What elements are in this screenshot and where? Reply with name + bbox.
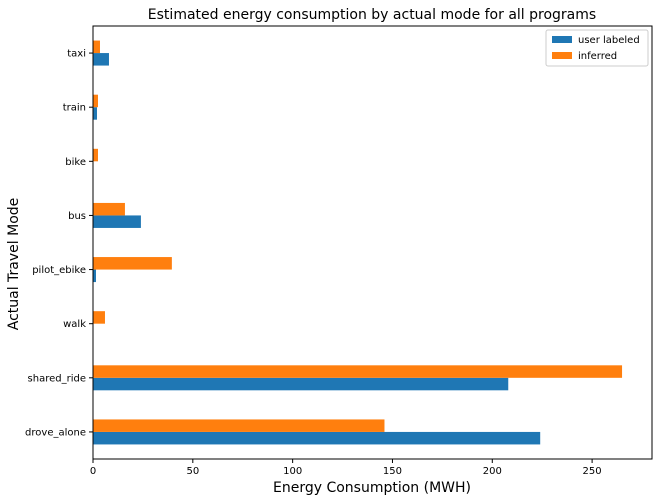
bar-pilot_ebike-inferred bbox=[93, 257, 172, 270]
bar-walk-inferred bbox=[93, 311, 105, 324]
bar-bike-inferred bbox=[93, 148, 98, 162]
bar-shared_ride-inferred bbox=[93, 365, 623, 378]
legend-label-inferred: inferred bbox=[578, 51, 617, 62]
legend-label-user-labeled: user labeled bbox=[578, 35, 640, 46]
legend-swatch-inferred bbox=[552, 52, 572, 59]
legend-swatch-user-labeled bbox=[552, 36, 572, 43]
plot-frame bbox=[92, 25, 653, 460]
plot-area: drove_alone shared_ride walk pilot_ebike bus… bbox=[25, 40, 623, 477]
y-tick-label-bike: bike bbox=[65, 157, 86, 168]
y-tick-label-pilot_ebike: pilot_ebike bbox=[32, 265, 86, 276]
x-axis-label: Energy Consumption (MWH) bbox=[273, 480, 471, 496]
bar-taxi-user-labeled bbox=[93, 53, 109, 66]
y-tick-label-shared_ride: shared_ride bbox=[28, 373, 86, 384]
bar-bus-inferred bbox=[93, 202, 125, 216]
y-tick-label-walk: walk bbox=[63, 319, 86, 330]
y-tick-label-drove_alone: drove_alone bbox=[25, 427, 86, 438]
chart-title: Estimated energy consumption by actual m… bbox=[148, 7, 596, 23]
bar-pilot_ebike-user-labeled bbox=[93, 269, 96, 283]
y-tick-label-taxi: taxi bbox=[67, 49, 86, 60]
bar-train-user-labeled bbox=[93, 107, 97, 120]
y-axis-label: Actual Travel Mode bbox=[6, 198, 22, 331]
x-tick-label-0: 0 bbox=[90, 466, 96, 477]
y-tick-label-bus: bus bbox=[68, 211, 86, 222]
x-tick-label-250: 250 bbox=[583, 466, 602, 477]
legend: user labeled inferred bbox=[545, 29, 649, 67]
bar-taxi-inferred bbox=[93, 40, 100, 54]
bar-shared_ride-user-labeled bbox=[93, 377, 509, 391]
bar-train-inferred bbox=[93, 94, 98, 108]
y-tick-label-train: train bbox=[63, 103, 86, 114]
x-tick-label-100: 100 bbox=[283, 466, 302, 477]
x-tick-label-50: 50 bbox=[186, 466, 199, 477]
x-tick-label-150: 150 bbox=[383, 466, 402, 477]
bar-drove_alone-inferred bbox=[93, 419, 385, 432]
bar-bus-user-labeled bbox=[93, 215, 141, 228]
bar-drove_alone-user-labeled bbox=[93, 431, 541, 445]
x-tick-label-200: 200 bbox=[483, 466, 502, 477]
